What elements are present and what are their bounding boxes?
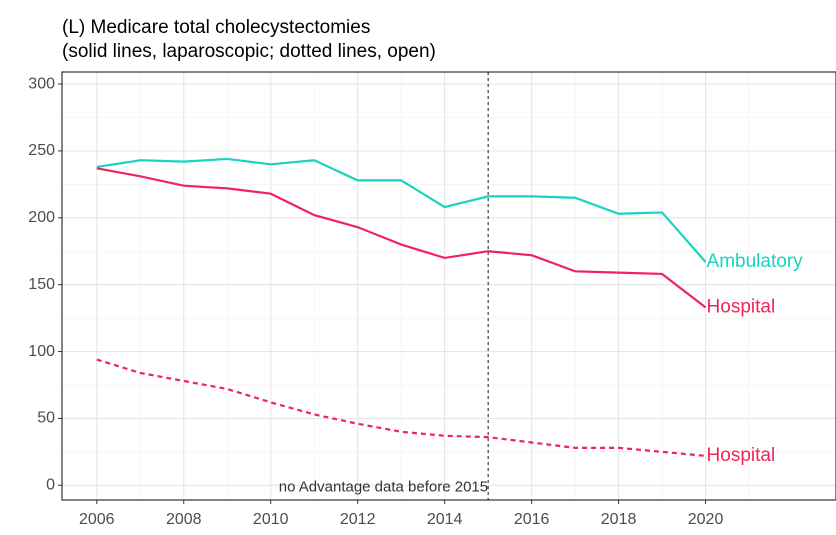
x-tick-label: 2014 xyxy=(427,511,463,528)
x-tick-label: 2006 xyxy=(79,511,115,528)
x-tick-label: 2012 xyxy=(340,511,376,528)
series-line xyxy=(96,167,707,309)
x-tick-label: 2020 xyxy=(688,511,724,528)
series-label: Hospital xyxy=(707,296,776,317)
panel-border xyxy=(61,71,836,501)
x-tick-label: 2008 xyxy=(166,511,202,528)
y-tick-label: 50 xyxy=(37,410,55,427)
series-label: Hospital xyxy=(707,445,776,466)
chart-title: (L) Medicare total cholecystectomies xyxy=(62,17,370,38)
y-tick-label: 100 xyxy=(28,343,55,360)
x-tick-label: 2010 xyxy=(253,511,289,528)
y-tick-label: 150 xyxy=(28,276,55,293)
y-tick-label: 0 xyxy=(46,477,55,494)
series-line xyxy=(96,157,707,263)
x-tick-label: 2016 xyxy=(514,511,550,528)
y-tick-label: 250 xyxy=(28,142,55,159)
annotation: no Advantage data before 2015 xyxy=(279,478,488,495)
y-tick-label: 200 xyxy=(28,209,55,226)
chart-subtitle: (solid lines, laparoscopic; dotted lines… xyxy=(62,41,436,62)
series-line xyxy=(96,358,706,457)
series-label: Ambulatory xyxy=(707,251,804,272)
x-tick-label: 2018 xyxy=(601,511,637,528)
y-tick-label: 300 xyxy=(28,75,55,92)
